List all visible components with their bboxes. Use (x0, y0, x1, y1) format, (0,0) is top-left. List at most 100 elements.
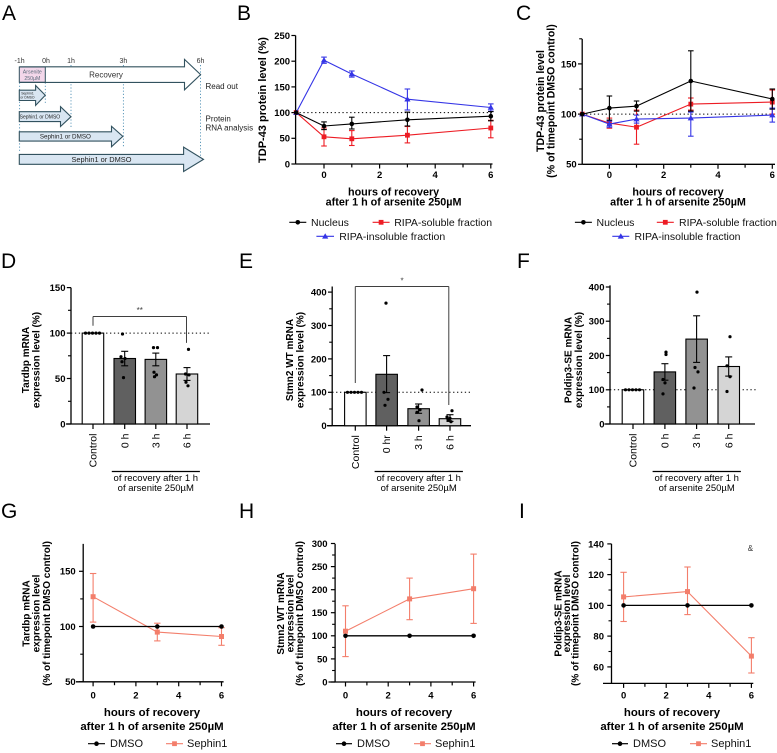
svg-text:2: 2 (133, 691, 138, 702)
svg-text:50: 50 (566, 160, 577, 171)
svg-text:200: 200 (274, 57, 290, 68)
svg-text:after 1 h of arsenite 250µM: after 1 h of arsenite 250µM (80, 721, 223, 733)
svg-text:Nucleus: Nucleus (597, 217, 635, 229)
svg-text:0: 0 (322, 677, 327, 688)
svg-text:G: G (1, 500, 17, 523)
svg-text:150: 150 (561, 59, 577, 70)
svg-text:6 h: 6 h (445, 435, 457, 450)
svg-text:6h: 6h (197, 58, 205, 65)
svg-text:4: 4 (433, 170, 439, 181)
svg-text:**: ** (137, 306, 143, 315)
svg-text:Read out: Read out (206, 82, 239, 91)
svg-text:expression level (%): expression level (%) (574, 312, 585, 408)
svg-text:I: I (519, 500, 525, 523)
svg-text:120: 120 (588, 570, 604, 581)
svg-text:of arsenite 250µM: of arsenite 250µM (381, 483, 457, 494)
svg-text:DMSO: DMSO (633, 738, 666, 750)
svg-text:0: 0 (321, 421, 326, 432)
svg-text:300: 300 (312, 539, 328, 550)
svg-text:(% of timepoint DMSO control): (% of timepoint DMSO control) (42, 541, 53, 686)
svg-text:50: 50 (317, 654, 328, 665)
svg-text:RIPA-insoluble fraction: RIPA-insoluble fraction (635, 231, 741, 243)
svg-text:TDP-43 protein level (%): TDP-43 protein level (%) (257, 37, 269, 163)
svg-text:0: 0 (343, 691, 348, 702)
svg-text:60: 60 (593, 662, 604, 673)
svg-text:50: 50 (280, 134, 291, 145)
svg-text:hours of recovery: hours of recovery (348, 187, 439, 199)
svg-text:B: B (237, 2, 251, 25)
svg-text:E: E (239, 250, 253, 273)
svg-text:Sephin1 or DMSO: Sephin1 or DMSO (40, 134, 91, 141)
svg-text:expression level: expression level (32, 574, 43, 652)
svg-text:0: 0 (321, 170, 326, 181)
svg-text:after 1 h of arsenite 250µM: after 1 h of arsenite 250µM (610, 197, 746, 209)
svg-text:DMSO: DMSO (357, 738, 390, 750)
svg-text:0: 0 (60, 419, 65, 430)
svg-text:50: 50 (55, 374, 66, 385)
svg-text:hours of recovery: hours of recovery (104, 707, 201, 719)
svg-text:of recovery after 1 h: of recovery after 1 h (376, 473, 460, 484)
svg-text:-1h: -1h (15, 58, 25, 65)
svg-text:after 1 h of arsenite 250µM: after 1 h of arsenite 250µM (332, 721, 475, 733)
svg-text:RIPA-soluble fraction: RIPA-soluble fraction (679, 217, 777, 229)
svg-text:0: 0 (607, 170, 612, 181)
svg-text:after 1 h of arsenite 250µM: after 1 h of arsenite 250µM (326, 197, 462, 209)
svg-text:0 hr: 0 hr (381, 435, 393, 454)
svg-text:RIPA-insoluble fraction: RIPA-insoluble fraction (339, 231, 445, 243)
svg-text:100: 100 (311, 388, 327, 399)
svg-text:Stmn2 WT mRNA: Stmn2 WT mRNA (285, 319, 296, 401)
svg-text:0h: 0h (42, 58, 50, 65)
svg-text:Sephin1: Sephin1 (187, 738, 227, 750)
svg-text:200: 200 (311, 354, 327, 365)
svg-text:after 1 h of arsenite 250µM: after 1 h of arsenite 250µM (600, 721, 743, 733)
svg-text:100: 100 (561, 110, 577, 121)
svg-text:0 h: 0 h (119, 433, 131, 448)
svg-text:150: 150 (60, 567, 76, 578)
svg-text:Sephin1: Sephin1 (711, 738, 751, 750)
svg-text:Poldip3-SE mRNA: Poldip3-SE mRNA (564, 317, 575, 403)
svg-text:400: 400 (589, 282, 605, 293)
svg-text:3h: 3h (120, 58, 128, 65)
svg-text:Arsenite: Arsenite (23, 70, 42, 76)
svg-text:of recovery after 1 h: of recovery after 1 h (654, 473, 738, 484)
svg-text:6: 6 (488, 170, 493, 181)
svg-text:hours of recovery: hours of recovery (356, 707, 453, 719)
svg-text:100: 100 (588, 601, 604, 612)
svg-text:Control: Control (88, 434, 100, 468)
svg-text:hours of recovery: hours of recovery (632, 187, 723, 199)
svg-text:2: 2 (664, 691, 669, 702)
svg-text:0: 0 (285, 159, 290, 170)
svg-text:250: 250 (274, 31, 290, 42)
svg-text:3 h: 3 h (691, 433, 703, 448)
svg-text:150: 150 (312, 608, 328, 619)
svg-text:(% of timepoint DMSO control): (% of timepoint DMSO control) (295, 541, 306, 686)
svg-text:D: D (1, 250, 16, 273)
svg-text:100: 100 (589, 385, 605, 396)
svg-text:100: 100 (50, 329, 66, 340)
svg-text:140: 140 (588, 539, 604, 550)
svg-text:3 h: 3 h (413, 435, 425, 450)
svg-text:6: 6 (471, 691, 476, 702)
svg-text:RIPA-soluble fraction: RIPA-soluble fraction (394, 217, 492, 229)
svg-text:400: 400 (311, 288, 327, 299)
svg-text:2: 2 (377, 170, 382, 181)
svg-text:Tardbp mRNA: Tardbp mRNA (22, 580, 33, 646)
svg-text:4: 4 (706, 691, 712, 702)
svg-text:2: 2 (386, 691, 391, 702)
svg-text:Recovery: Recovery (89, 71, 123, 80)
svg-text:100: 100 (274, 108, 290, 119)
svg-text:Stmn2 WT mRNA: Stmn2 WT mRNA (276, 572, 287, 654)
svg-text:4: 4 (428, 691, 434, 702)
svg-text:(% of timepoint DMSO control): (% of timepoint DMSO control) (546, 24, 558, 178)
svg-text:2: 2 (661, 170, 666, 181)
svg-text:250: 250 (312, 562, 328, 573)
svg-text:0: 0 (621, 691, 626, 702)
svg-text:50: 50 (65, 677, 76, 688)
svg-text:expression level (%): expression level (%) (32, 312, 43, 408)
svg-text:4: 4 (715, 170, 721, 181)
svg-text:of arsenite 250µM: of arsenite 250µM (118, 483, 194, 494)
svg-text:Sephin1: Sephin1 (21, 91, 34, 95)
svg-text:1h: 1h (67, 58, 75, 65)
svg-text:*: * (401, 277, 404, 286)
svg-text:Tardbp mRNA: Tardbp mRNA (21, 327, 32, 393)
